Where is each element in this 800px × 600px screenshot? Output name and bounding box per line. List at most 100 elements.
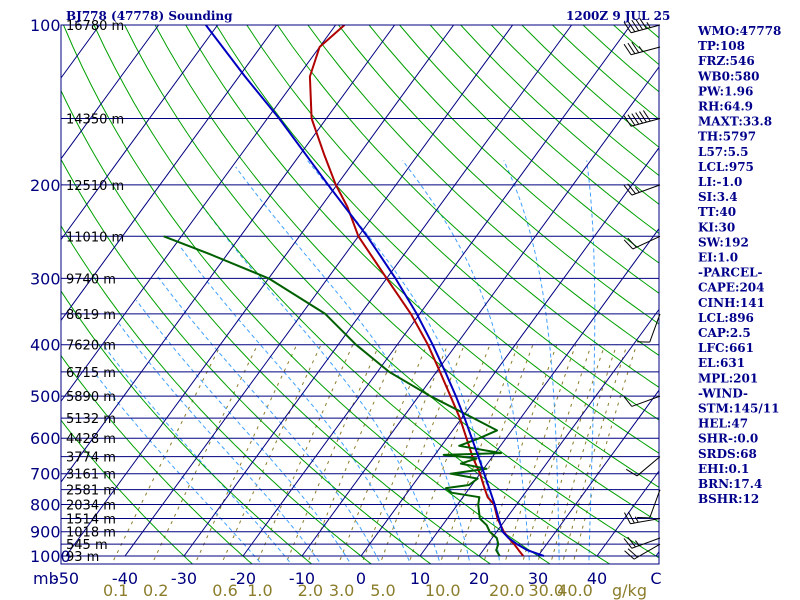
- mixing-ratio-tick-labels: 0.1 0.2 0.6 1.0 2.0 3.0 5.0 10.0 20.0 30.040.0: [103, 581, 593, 600]
- temperature-tick-label: -50: [53, 569, 79, 588]
- pressure-tick-label: 500: [30, 387, 61, 406]
- sounding-index: SRDS:68: [698, 447, 757, 461]
- temperature-profile: [308, 25, 525, 557]
- parcel-profile: [205, 25, 545, 557]
- sounding-index: PW:1.96: [698, 84, 753, 98]
- sounding-index: WB0:580: [697, 69, 759, 83]
- dry-adiabat-line: [307, 25, 659, 356]
- wind-barb-flag: [635, 187, 640, 193]
- sounding-index: TH:5797: [698, 130, 756, 144]
- wind-barb-flag: [623, 239, 634, 250]
- dry-adiabat-line: [61, 419, 194, 564]
- isotherm-line: [61, 25, 219, 241]
- height-label: 9740 m: [66, 272, 116, 287]
- pressure-tick-labels: 100 200 300 400 500 600 700 800 900 1000: [30, 16, 71, 566]
- dry-adiabat-line: [338, 25, 659, 325]
- wind-barb-flag: [631, 113, 640, 125]
- height-labels: 16780 m 14350 m 12510 m 11010 m 9740 m 8619 m…: [66, 19, 124, 565]
- sounding-index: FRZ:546: [698, 54, 755, 68]
- wind-barb-flag: [635, 112, 644, 124]
- isotherm-line: [242, 25, 632, 557]
- wind-barb-staff: [649, 489, 661, 519]
- isotherm-line: [61, 25, 278, 322]
- mixing-ratio-line: [456, 344, 534, 564]
- sounding-index: -WIND-: [698, 386, 748, 400]
- temperature-tick-label: C: [650, 569, 661, 588]
- sounding-index: EL:631: [698, 356, 745, 370]
- mixing-ratio-line: [408, 344, 491, 564]
- mixing-ratio-line: [439, 344, 519, 564]
- pressure-tick-label: 100: [30, 16, 61, 35]
- sounding-index: KI:30: [698, 220, 735, 234]
- mixing-ratio-line: [503, 344, 577, 564]
- isotherm-line: [124, 25, 514, 557]
- mixing-ratio-line: [306, 344, 400, 564]
- wind-barb-flag: [631, 19, 640, 31]
- mixing-ratio-tick-label: 0.1: [103, 581, 128, 600]
- sounding-index: CAP:2.5: [698, 326, 751, 340]
- wind-barb-staff: [630, 46, 661, 56]
- mixing-ratio-tick-label: 5.0: [370, 581, 395, 600]
- height-label: 2034 m: [66, 499, 116, 514]
- isotherms: [61, 25, 659, 557]
- wind-barb-flag: [627, 42, 636, 54]
- height-label: 4428 m: [66, 432, 116, 447]
- sounding-index: SHR-:0.0: [698, 432, 758, 446]
- mixing-ratio-line: [151, 344, 259, 564]
- mixing-ratio-line: [561, 344, 628, 564]
- height-label: 16780 m: [66, 19, 124, 34]
- temperature-tick-label: -10: [289, 569, 315, 588]
- sounding-time: 1200Z 9 JUL 25: [566, 9, 670, 23]
- mixing-ratio-tick-label: 1.0: [247, 581, 272, 600]
- height-label: 2581 m: [66, 484, 116, 499]
- dry-adiabat-line: [368, 25, 659, 294]
- height-label: 545 m: [66, 538, 108, 553]
- height-label: 7620 m: [66, 339, 116, 354]
- dry-adiabat-line: [582, 25, 659, 93]
- wind-barb-flag: [623, 184, 633, 196]
- wind-barb-flag: [625, 468, 638, 477]
- temperature-tick-label: 30: [528, 569, 548, 588]
- mixing-ratio-tick-label: 20.0: [489, 581, 525, 600]
- dewpoint-profile: [163, 235, 502, 557]
- sounding-index: BRN:17.4: [698, 477, 762, 491]
- pressure-tick-label: 300: [30, 269, 61, 288]
- mixing-ratio-tick-label: 2.0: [298, 581, 323, 600]
- isotherm-line: [478, 308, 659, 557]
- mixing-ratio-line: [536, 344, 606, 564]
- isotherm-line: [61, 25, 160, 160]
- moist-adiabat-line: [235, 166, 471, 564]
- isotherm-line: [183, 25, 573, 557]
- mixing-ratio-line: [521, 344, 592, 564]
- wind-barb-flag: [627, 511, 635, 524]
- plot-frame: [60, 24, 660, 565]
- height-label: 11010 m: [66, 230, 124, 245]
- wind-barb-staff: [630, 118, 661, 127]
- mixing-ratio-line: [379, 344, 465, 564]
- sounding-index: LFC:661: [698, 341, 754, 355]
- wind-barb-staff: [632, 235, 661, 250]
- height-label: 93 m: [66, 550, 99, 565]
- sounding-index: WMO:47778: [697, 24, 781, 38]
- sounding-index: MPL:201: [698, 371, 758, 385]
- moist-adiabat-line: [586, 160, 596, 564]
- temperature-tick-label: 10: [410, 569, 430, 588]
- temperature-tick-labels: -50 -40 -30 -20 -10 0 10 20 30 40 C: [53, 569, 662, 588]
- sounding-index: STM:145/11: [698, 402, 779, 416]
- moist-adiabat-line: [402, 160, 531, 564]
- mixing-ratio-line: [572, 344, 637, 564]
- temperature-tick-label: 20: [469, 569, 489, 588]
- height-label: 5890 m: [66, 390, 116, 405]
- temperature-tick-label: -20: [230, 569, 256, 588]
- wind-barb-staff: [631, 395, 661, 407]
- sounding-index: TT:40: [698, 205, 736, 219]
- wind-barb-flag: [627, 114, 636, 126]
- wind-barb-flag: [627, 536, 636, 548]
- height-label: 6715 m: [66, 366, 116, 381]
- mixing-ratio-line: [482, 344, 558, 564]
- dry-adiabat-line: [276, 25, 659, 388]
- mixing-ratio-tick-label: 0.6: [212, 581, 237, 600]
- height-label: 5132 m: [66, 412, 116, 427]
